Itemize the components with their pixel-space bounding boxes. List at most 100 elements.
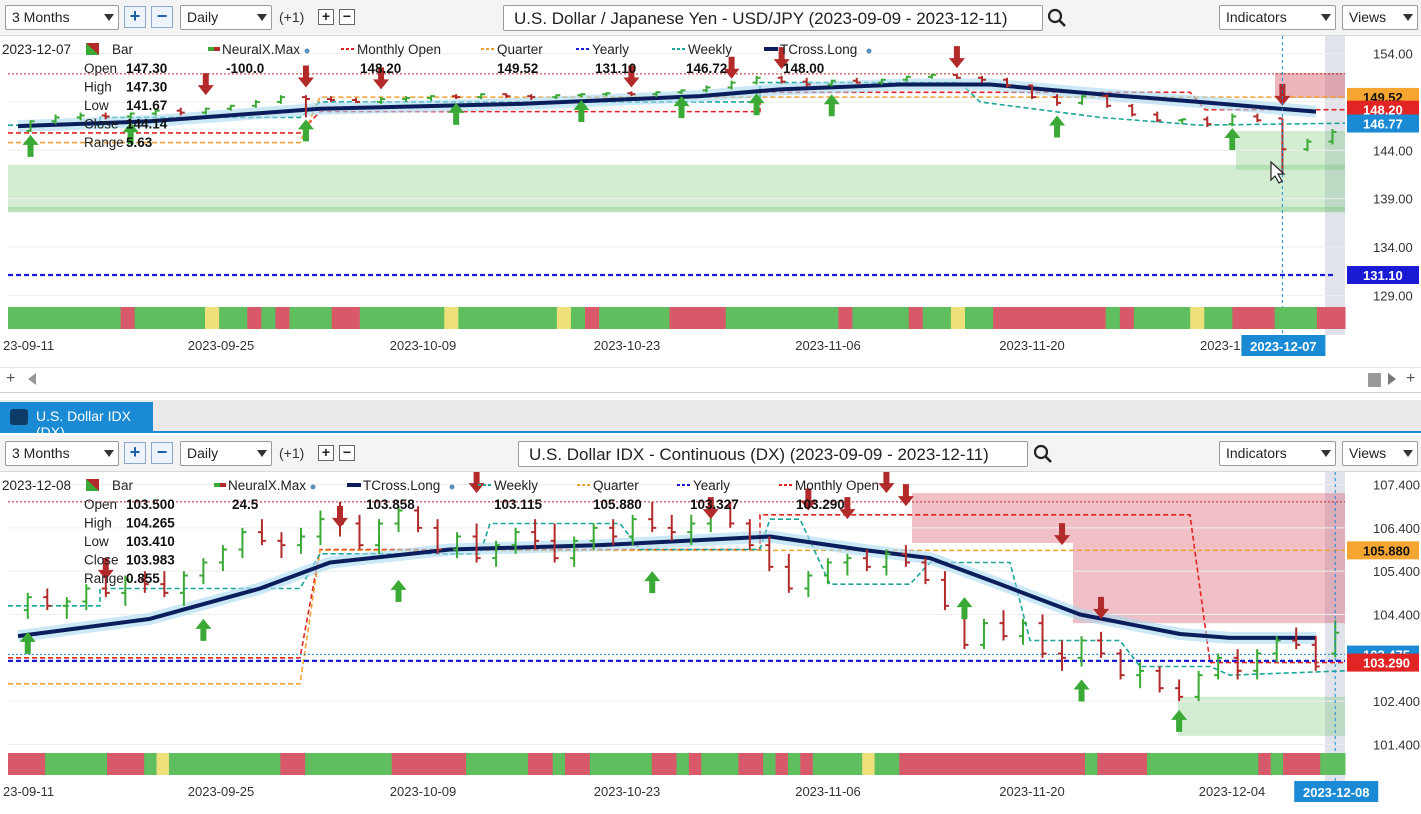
views-select[interactable]: Views [1342,441,1418,466]
price-bar [1097,631,1106,658]
range-select[interactable]: 3 Months [5,5,119,30]
neuralx-band-segment [1316,307,1332,329]
price-bar [577,93,586,98]
neuralx-band-segment [570,307,586,329]
buy-arrow-icon [390,579,407,602]
x-tick-label: 2023-10-09 [390,338,457,353]
legend-indicator-name: TCross.Long [780,42,857,57]
neuralx-band-segment [1307,753,1321,775]
neuralx-band-segment [1159,753,1173,775]
instrument-title[interactable]: U.S. Dollar / Japanese Yen - USD/JPY (20… [503,5,1043,31]
legend-indicator-value: 24.5 [232,497,259,512]
price-bar [552,94,561,100]
neuralx-band-segment [1133,307,1149,329]
price-bar [1078,95,1087,105]
neuralx-band-segment [247,307,262,329]
usdjpy-scrollbar[interactable]: + + [0,367,1421,393]
neuralx-band-segment [837,753,851,775]
price-bar [550,523,559,563]
offset-minus-button[interactable]: − [339,9,355,25]
price-bar [727,80,736,90]
offset-minus-button[interactable]: − [339,445,355,461]
tcross-long-line [17,534,1316,640]
price-bar [940,571,949,611]
x-tick-label: 2023-11-06 [795,784,861,799]
scroll-thumb[interactable] [1368,373,1381,387]
price-badge [1347,100,1419,119]
neuralx-band-segment [688,753,702,775]
price-bar [1194,670,1203,702]
interval-select[interactable]: Daily [180,5,272,30]
indicators-select[interactable]: Indicators [1219,441,1336,466]
scroll-right-icon[interactable] [1388,373,1396,385]
search-icon[interactable] [1033,444,1053,464]
legend-ohlc-label: Low [84,98,109,113]
price-badge-label: 131.10 [1363,268,1403,283]
neuralx-band-segment [1218,307,1233,329]
views-label: Views [1349,445,1387,461]
price-bar [126,112,135,120]
neuralx-band-segment [428,753,442,775]
price-bar [82,584,91,611]
price-bar [648,501,657,533]
neuralx-band-segment [1274,307,1290,329]
price-bar [394,506,403,533]
neuralx-band-segment [193,753,207,775]
neuralx-band-segment [1176,307,1191,329]
scroll-left-icon[interactable] [28,373,36,385]
neuralx-band-segment [45,753,59,775]
zoom-out-button[interactable]: − [151,442,173,464]
neuralx-band-segment [725,307,741,329]
neuralx-band-segment [922,307,938,329]
zoom-in-button[interactable]: + [124,6,146,28]
usdjpy-chart[interactable]: 154.00149.00144.00139.00134.00129.00149.… [0,36,1421,367]
price-bar [1253,649,1262,680]
expand-icon[interactable]: + [1406,370,1416,387]
neuralx-band-segment [1196,753,1210,775]
views-select[interactable]: Views [1342,5,1418,30]
neuralx-band-segment [1134,753,1148,775]
legend-ohlc-value: 103.500 [126,497,175,512]
neuralx-band-segment [849,753,863,775]
tab-dx[interactable]: U.S. Dollar IDX (DX) [0,402,153,440]
buy-arrow-icon [448,102,465,125]
neuralx-band-segment [1097,753,1111,775]
add-pane-icon[interactable]: + [6,370,16,387]
price-bar [609,519,618,546]
neuralx-band-segment [651,753,665,775]
legend-ohlc-value: 147.30 [126,61,167,76]
neuralx-band-segment [701,753,715,775]
dx-chart[interactable]: 107.400 106.400 105.400 104.400 102.400 101.4… [0,472,1421,814]
neuralx-band-segment [303,307,319,329]
range-select[interactable]: 3 Months [5,441,119,466]
zoom-out-button[interactable]: − [151,6,173,28]
neuralx-band-segment [936,307,952,329]
neuralx-band-segment [763,753,777,775]
neuralx-band-segment [614,753,628,775]
buy-arrow-icon [19,631,36,654]
search-icon[interactable] [1047,8,1067,28]
zoom-in-button[interactable]: + [124,442,146,464]
zone-shading [8,164,1345,209]
usdjpy-panel: 3 Months + − Daily (+1) + − U.S. Dollar … [0,0,1421,393]
neuralx-band-segment [1246,307,1262,329]
buy-arrow-icon [573,100,590,123]
instrument-title[interactable]: U.S. Dollar IDX - Continuous (DX) (2023-… [518,441,1028,467]
dx-toolbar: 3 Months + − Daily (+1) + − U.S. Dollar … [0,436,1421,472]
price-bar [433,519,442,554]
legend-swatch [347,483,361,487]
legend-indicator-name: Yearly [592,42,629,57]
interval-select[interactable]: Daily [180,441,272,466]
neuralx-band-segment [641,307,656,329]
offset-plus-button[interactable]: + [318,445,334,461]
legend-ohlc-label: High [84,516,112,531]
offset-plus-button[interactable]: + [318,9,334,25]
neuralx-band-segment [1184,753,1197,775]
dx-tabbar: U.S. Dollar IDX (DX) [0,400,1421,440]
neuralx-band-segment [1288,307,1304,329]
neuralx-band-segment [602,753,616,775]
neuralx-band-segment [486,307,502,329]
neuralx-band-segment [1119,307,1135,329]
indicators-select[interactable]: Indicators [1219,5,1336,30]
neuralx-band-segment [852,307,867,329]
